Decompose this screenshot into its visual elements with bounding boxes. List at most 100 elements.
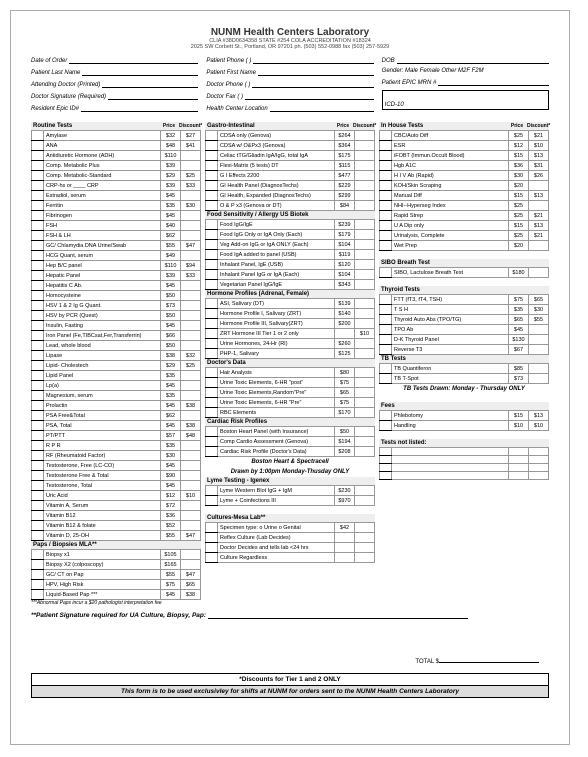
total-field[interactable]: [439, 662, 539, 663]
test-checkbox[interactable]: [32, 441, 44, 451]
test-checkbox[interactable]: [32, 211, 44, 221]
test-checkbox[interactable]: [380, 315, 392, 325]
test-checkbox[interactable]: [380, 268, 392, 278]
test-checkbox[interactable]: [380, 305, 392, 315]
epic-mrn-field[interactable]: [438, 78, 549, 86]
test-checkbox[interactable]: [32, 511, 44, 521]
test-checkbox[interactable]: [380, 364, 392, 374]
test-checkbox[interactable]: [380, 345, 392, 355]
test-checkbox[interactable]: [206, 131, 218, 141]
test-checkbox[interactable]: [380, 295, 392, 305]
test-checkbox[interactable]: [206, 309, 218, 319]
test-checkbox[interactable]: [380, 325, 392, 335]
test-checkbox[interactable]: [32, 321, 44, 331]
test-checkbox[interactable]: [32, 221, 44, 231]
test-checkbox[interactable]: [32, 431, 44, 441]
dob-field[interactable]: [397, 56, 549, 64]
test-checkbox[interactable]: [32, 521, 44, 531]
test-checkbox[interactable]: [206, 543, 218, 553]
health-center-field[interactable]: [270, 104, 374, 112]
test-checkbox[interactable]: [32, 241, 44, 251]
date-of-order-field[interactable]: [69, 56, 198, 64]
test-checkbox[interactable]: [32, 481, 44, 491]
test-checkbox[interactable]: [32, 491, 44, 501]
test-checkbox[interactable]: [206, 260, 218, 270]
test-checkbox[interactable]: [32, 570, 44, 580]
test-checkbox[interactable]: [206, 388, 218, 398]
test-checkbox[interactable]: [380, 171, 392, 181]
test-checkbox[interactable]: [380, 141, 392, 151]
test-checkbox[interactable]: [206, 171, 218, 181]
test-checkbox[interactable]: [32, 421, 44, 431]
test-checkbox[interactable]: [206, 378, 218, 388]
test-checkbox[interactable]: [32, 580, 44, 590]
doctor-signature-field[interactable]: [108, 92, 198, 100]
test-checkbox[interactable]: [32, 461, 44, 471]
test-checkbox[interactable]: [32, 341, 44, 351]
test-checkbox[interactable]: [380, 421, 392, 431]
test-checkbox[interactable]: [206, 398, 218, 408]
test-checkbox[interactable]: [206, 349, 218, 359]
test-checkbox[interactable]: [206, 201, 218, 211]
test-checkbox[interactable]: [380, 411, 392, 421]
test-checkbox[interactable]: [32, 531, 44, 541]
test-checkbox[interactable]: [32, 351, 44, 361]
test-checkbox[interactable]: [32, 251, 44, 261]
patient-phone-field[interactable]: [253, 56, 373, 64]
test-checkbox[interactable]: [206, 437, 218, 447]
test-checkbox[interactable]: [32, 231, 44, 241]
test-checkbox[interactable]: [380, 161, 392, 171]
test-checkbox[interactable]: [32, 191, 44, 201]
gender-label[interactable]: Gender: Male Female Other M2F F2M: [382, 68, 484, 74]
test-checkbox[interactable]: [32, 201, 44, 211]
test-checkbox[interactable]: [380, 221, 392, 231]
test-checkbox[interactable]: [206, 427, 218, 437]
test-checkbox[interactable]: [32, 331, 44, 341]
test-checkbox[interactable]: [32, 381, 44, 391]
test-checkbox[interactable]: [206, 181, 218, 191]
patient-first-name-field[interactable]: [258, 68, 374, 76]
test-checkbox[interactable]: [206, 280, 218, 290]
test-checkbox[interactable]: [206, 230, 218, 240]
test-checkbox[interactable]: [32, 281, 44, 291]
test-checkbox[interactable]: [32, 161, 44, 171]
test-checkbox[interactable]: [206, 447, 218, 457]
test-checkbox[interactable]: [380, 211, 392, 221]
test-checkbox[interactable]: [32, 171, 44, 181]
test-checkbox[interactable]: [380, 241, 392, 251]
test-checkbox[interactable]: [206, 220, 218, 230]
test-checkbox[interactable]: [380, 374, 392, 384]
test-checkbox[interactable]: [32, 411, 44, 421]
doctor-phone-field[interactable]: [252, 80, 373, 88]
patient-last-name-field[interactable]: [82, 68, 198, 76]
test-checkbox[interactable]: [206, 553, 218, 563]
test-checkbox[interactable]: [206, 319, 218, 329]
test-checkbox[interactable]: [380, 191, 392, 201]
test-checkbox[interactable]: [206, 240, 218, 250]
test-checkbox[interactable]: [206, 161, 218, 171]
test-checkbox[interactable]: [206, 339, 218, 349]
test-checkbox[interactable]: [32, 361, 44, 371]
blank-check[interactable]: [380, 456, 392, 464]
test-checkbox[interactable]: [32, 291, 44, 301]
test-checkbox[interactable]: [32, 451, 44, 461]
test-checkbox[interactable]: [32, 131, 44, 141]
test-checkbox[interactable]: [32, 391, 44, 401]
doctor-fax-field[interactable]: [245, 92, 374, 100]
test-checkbox[interactable]: [206, 533, 218, 543]
test-checkbox[interactable]: [32, 311, 44, 321]
test-checkbox[interactable]: [32, 550, 44, 560]
test-checkbox[interactable]: [380, 231, 392, 241]
test-checkbox[interactable]: [206, 299, 218, 309]
test-checkbox[interactable]: [206, 523, 218, 533]
test-checkbox[interactable]: [32, 401, 44, 411]
test-checkbox[interactable]: [380, 201, 392, 211]
test-checkbox[interactable]: [32, 301, 44, 311]
test-checkbox[interactable]: [32, 181, 44, 191]
test-checkbox[interactable]: [206, 408, 218, 418]
test-checkbox[interactable]: [206, 151, 218, 161]
test-checkbox[interactable]: [32, 271, 44, 281]
test-checkbox[interactable]: [32, 590, 44, 600]
test-checkbox[interactable]: [32, 151, 44, 161]
test-checkbox[interactable]: [380, 181, 392, 191]
